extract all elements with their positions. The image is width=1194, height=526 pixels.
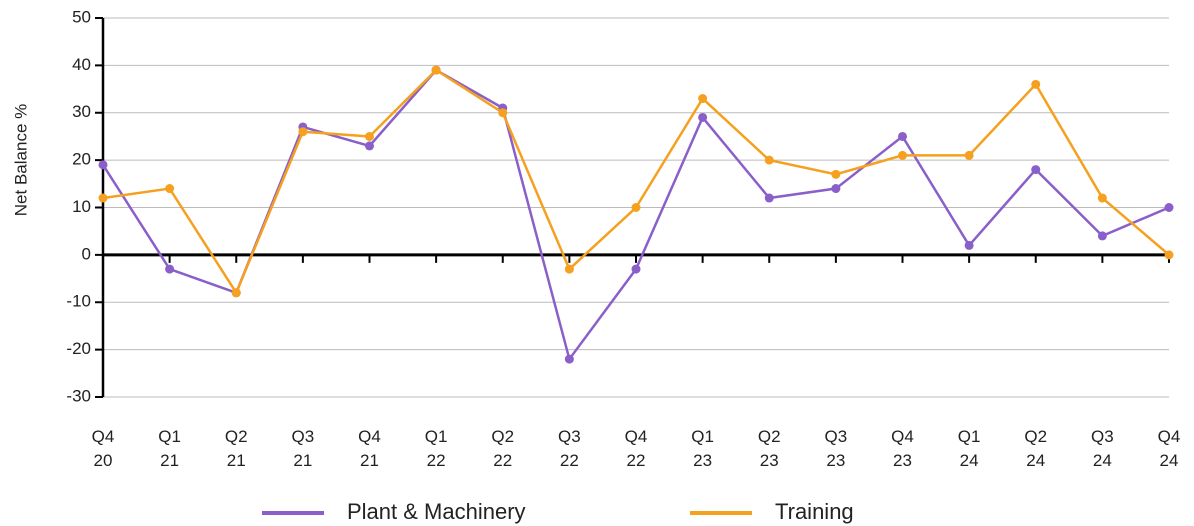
data-point bbox=[564, 264, 574, 274]
x-tick-label: Q1 22 bbox=[425, 427, 448, 470]
data-point bbox=[165, 184, 175, 194]
x-tick-label: Q4 20 bbox=[92, 427, 115, 470]
data-point bbox=[431, 65, 441, 75]
data-point bbox=[631, 264, 641, 274]
data-point bbox=[831, 169, 841, 179]
y-tick-label: 10 bbox=[72, 197, 91, 216]
y-tick-label: -30 bbox=[66, 386, 91, 405]
data-point bbox=[365, 141, 374, 151]
x-tick-label: Q3 22 bbox=[558, 427, 581, 470]
data-point bbox=[764, 155, 774, 165]
data-point bbox=[298, 127, 308, 137]
data-point bbox=[1097, 231, 1107, 241]
data-point bbox=[631, 203, 641, 212]
y-tick-label: 0 bbox=[82, 244, 91, 263]
y-tick-label: -20 bbox=[66, 339, 91, 358]
data-point bbox=[165, 264, 175, 274]
x-tick-label: Q4 24 bbox=[1158, 427, 1181, 470]
x-tick-label: Q4 22 bbox=[625, 427, 648, 470]
x-tick-label: Q2 23 bbox=[758, 427, 781, 470]
x-tick-label: Q2 24 bbox=[1024, 427, 1047, 470]
x-tick-label: Q4 23 bbox=[891, 427, 914, 470]
y-axis-label: Net Balance % bbox=[11, 104, 30, 216]
legend-label: Training bbox=[775, 499, 854, 524]
x-tick-label: Q3 24 bbox=[1091, 427, 1114, 470]
x-tick-label: Q2 21 bbox=[225, 427, 248, 470]
y-tick-label: 40 bbox=[72, 55, 91, 74]
data-point bbox=[498, 108, 508, 118]
x-tick-label: Q1 23 bbox=[691, 427, 714, 470]
data-point bbox=[98, 160, 108, 170]
y-tick-label: 30 bbox=[72, 102, 91, 121]
data-point bbox=[698, 94, 708, 104]
data-point bbox=[365, 131, 374, 141]
x-tick-label: Q2 22 bbox=[491, 427, 514, 470]
y-tick-label: 20 bbox=[72, 150, 91, 169]
data-point bbox=[964, 240, 974, 250]
data-point bbox=[564, 354, 574, 364]
data-point bbox=[231, 288, 241, 298]
data-point bbox=[1031, 79, 1041, 89]
data-point bbox=[764, 193, 774, 203]
data-point bbox=[698, 112, 708, 122]
data-point bbox=[1097, 193, 1107, 203]
data-point bbox=[831, 184, 841, 194]
data-point bbox=[964, 150, 974, 160]
data-point bbox=[1164, 250, 1174, 260]
x-tick-label: Q3 21 bbox=[292, 427, 315, 470]
x-tick-label: Q1 24 bbox=[958, 427, 981, 470]
y-tick-label: 50 bbox=[72, 7, 91, 26]
x-tick-label: Q1 21 bbox=[158, 427, 181, 470]
legend-label: Plant & Machinery bbox=[347, 499, 526, 524]
data-point bbox=[898, 150, 907, 160]
data-point bbox=[1164, 203, 1174, 212]
x-tick-label: Q4 21 bbox=[358, 427, 381, 470]
data-point bbox=[898, 131, 907, 141]
x-tick-label: Q3 23 bbox=[825, 427, 848, 470]
data-point bbox=[1031, 165, 1041, 175]
y-tick-label: -10 bbox=[66, 292, 91, 311]
data-point bbox=[98, 193, 108, 203]
